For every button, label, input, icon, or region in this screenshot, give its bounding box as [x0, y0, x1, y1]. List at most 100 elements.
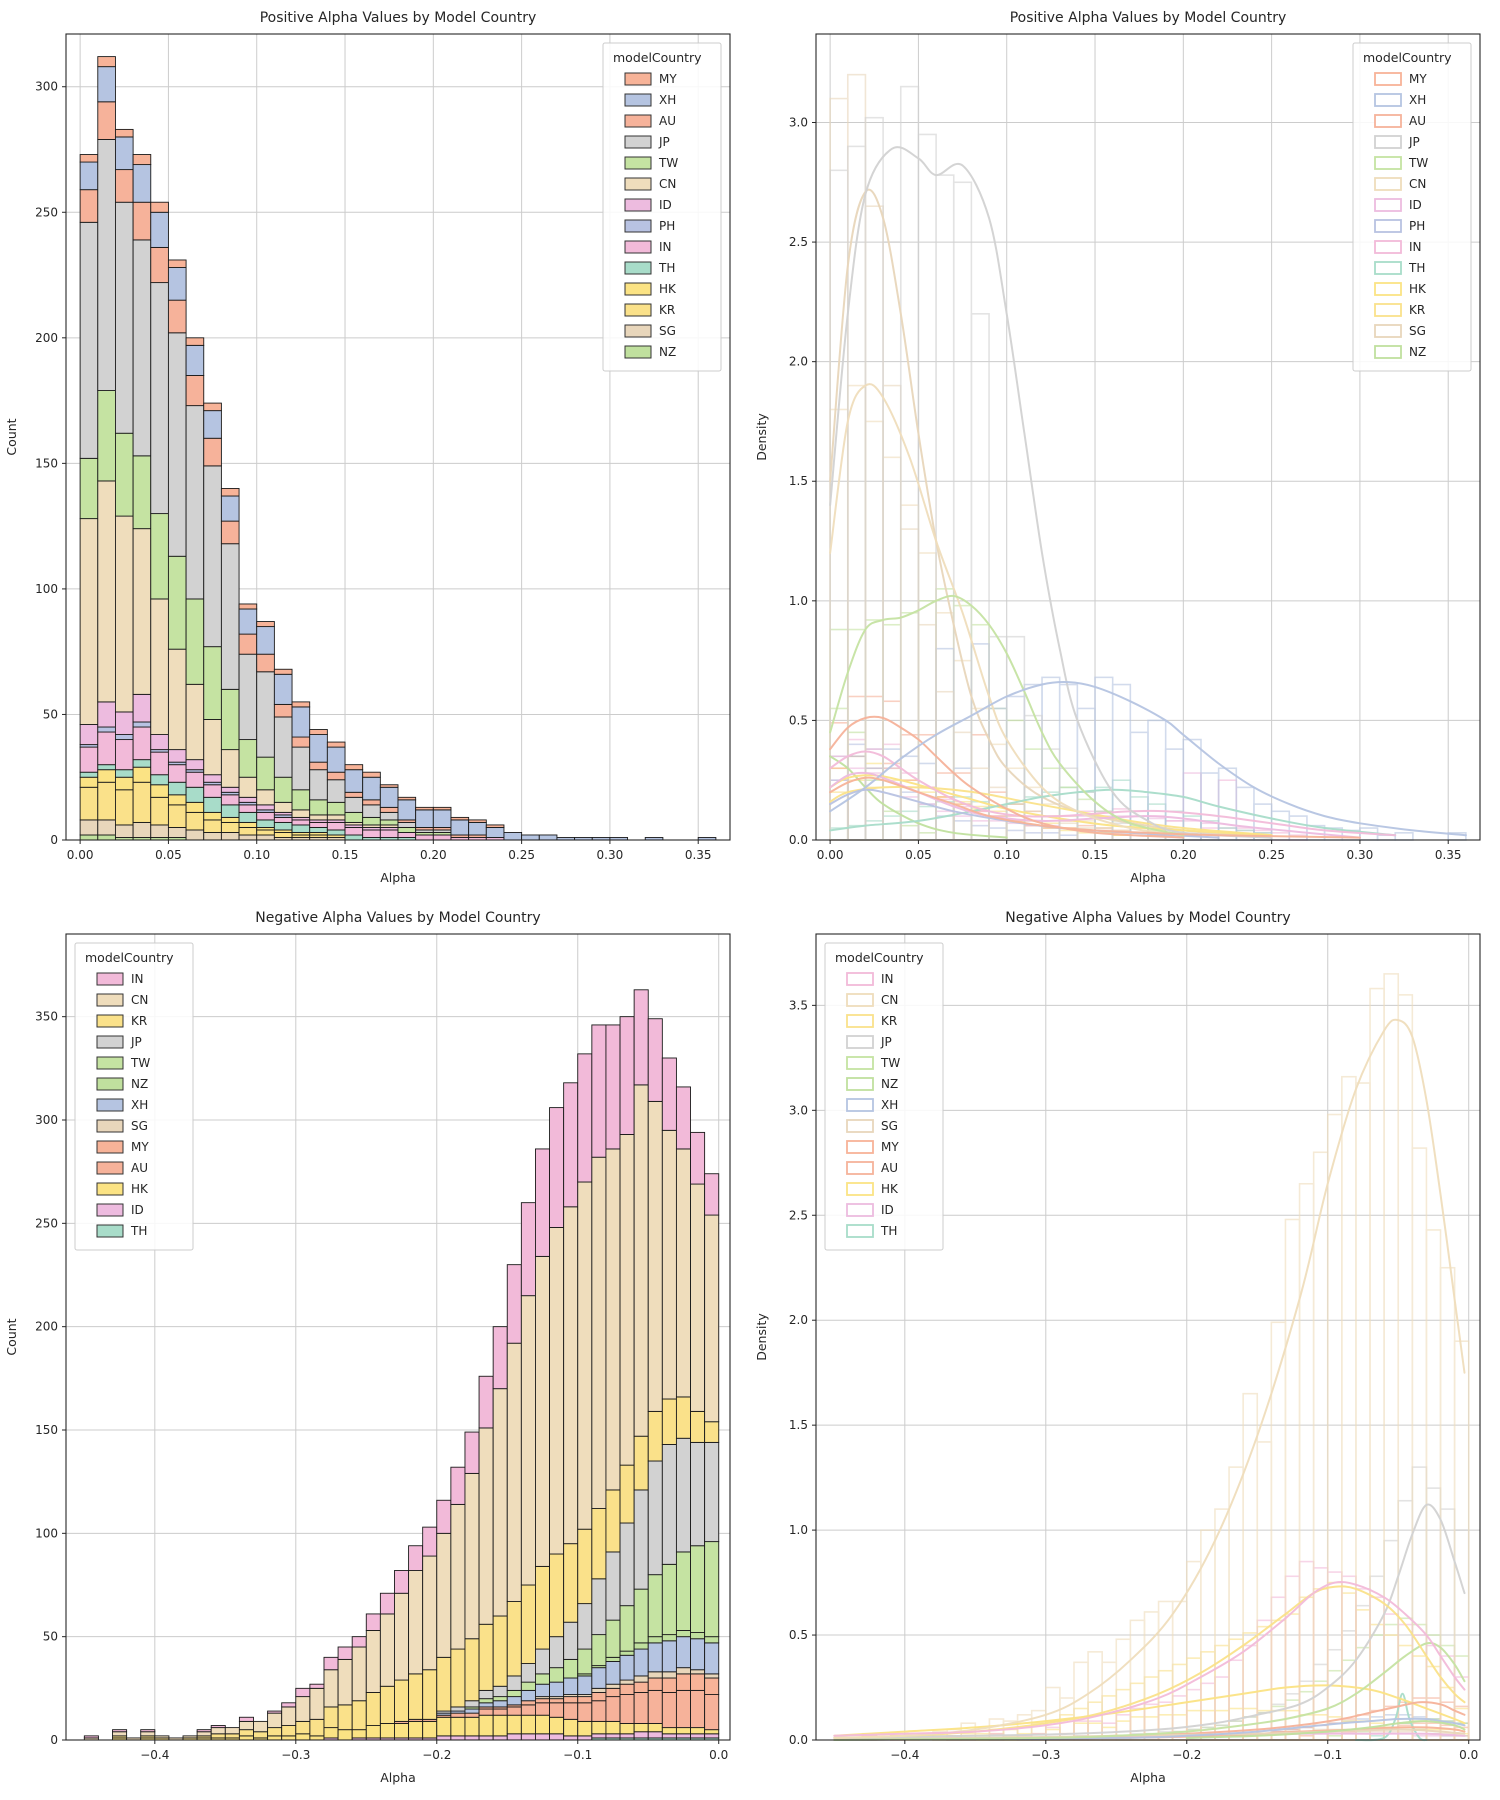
bar-segment-KR	[167, 804, 187, 828]
bar-segment-JP	[379, 811, 399, 821]
legend-label: IN	[659, 240, 672, 254]
bar-segment-IN	[273, 816, 293, 823]
bar-segment-TW	[326, 801, 346, 816]
bar-segment-MY	[238, 603, 258, 610]
bar-segment-HK	[605, 1720, 621, 1735]
bar-segment-TW	[647, 1574, 663, 1638]
bar-segment-XH	[492, 1700, 508, 1708]
legend-item-CN: CN	[624, 177, 676, 191]
bar-segment-IN	[140, 1729, 156, 1733]
bar-segment-CN	[309, 1687, 325, 1720]
y-tick-label: 1.5	[789, 474, 808, 488]
bar-segment-JP	[344, 796, 364, 813]
kde-line-MY	[829, 776, 1361, 839]
bar-segment-HK	[238, 1735, 254, 1741]
legend-item-ID: ID	[846, 1203, 894, 1217]
y-tick-label: 0	[50, 833, 58, 847]
bar-segment-TH	[203, 796, 222, 813]
bar-segment-CN	[506, 1342, 522, 1602]
legend-swatch	[624, 282, 652, 296]
bar-segment-HK	[132, 766, 152, 783]
bar-segment-TW	[633, 1588, 649, 1644]
bar-segment-MY	[167, 259, 187, 268]
kde-line-CN	[833, 1018, 1466, 1739]
bar-segment-TW	[167, 555, 187, 650]
legend-label: KR	[1409, 303, 1425, 317]
bar-segment-AU	[577, 1702, 593, 1722]
bar-segment-JP	[185, 405, 205, 600]
bar-segment-MY	[485, 824, 505, 828]
bar-segment-TH	[114, 769, 134, 778]
bar-segment-HK	[563, 1718, 579, 1737]
bar-segment-CN	[150, 598, 169, 735]
bar-segment-MY	[97, 56, 116, 68]
y-tick-label: 0.5	[789, 1628, 808, 1642]
bar-segment-IN	[397, 832, 417, 838]
bar-segment-HK	[167, 794, 187, 806]
legend-swatch	[1374, 135, 1402, 149]
bar-segment-KR	[203, 819, 222, 833]
y-tick-label: 150	[35, 1423, 58, 1437]
bar-segment-HK	[506, 1714, 522, 1735]
x-tick-label: 0.30	[1347, 848, 1374, 862]
y-tick-label: 3.0	[789, 1103, 808, 1117]
bar-segment-KR	[114, 789, 134, 826]
legend-swatch	[96, 1014, 124, 1028]
legend-label: XH	[131, 1098, 148, 1112]
bar-segment-CN	[379, 1613, 395, 1687]
bar-segment-MY	[203, 402, 222, 412]
y-tick-label: 250	[35, 205, 58, 219]
bar-segment-ID	[535, 1733, 550, 1741]
bar-segment-AU	[256, 653, 275, 673]
kde-line-ID	[829, 771, 1361, 839]
legend-item-XH: XH	[846, 1098, 898, 1112]
y-tick-label: 100	[35, 582, 58, 596]
legend-item-JP: JP	[1374, 135, 1420, 149]
bar-segment-HK	[323, 1727, 339, 1739]
bar-segment-TW	[619, 1605, 635, 1652]
bar-segment-AU	[591, 1700, 607, 1722]
bar-segment-IN	[365, 1613, 381, 1631]
legend-label: HK	[881, 1182, 899, 1196]
legend-swatch	[1374, 324, 1402, 338]
bar-segment-ID	[220, 786, 240, 793]
legend-label: CN	[659, 177, 676, 191]
axes: −0.4 −0.3 −0.2 −0.1 0.0 0 50 100 150 200 250 300 350…	[4, 910, 731, 1785]
bar-segment-KR	[97, 781, 116, 821]
bar-segment-SG	[647, 1671, 663, 1679]
bar-segment-CN	[238, 776, 258, 798]
bar-segment-AU	[132, 201, 152, 241]
axes-spines	[815, 33, 1481, 841]
bar-segment-IN	[112, 1729, 128, 1733]
bar-segment-KR	[220, 821, 240, 833]
bar-segment-HK	[422, 1720, 438, 1739]
bar-segment-XH	[577, 1675, 593, 1695]
bar-segment-AU	[464, 1712, 480, 1718]
bar-segment-IN	[633, 989, 649, 1086]
bar-segment-AU	[492, 1708, 508, 1716]
legend-swatch	[624, 177, 652, 191]
bar-segment-CN	[323, 1669, 339, 1708]
legend-item-AU: AU	[624, 114, 676, 128]
bar-segment-IN	[196, 1729, 212, 1733]
bar-segment-NZ	[619, 1650, 635, 1656]
density-bars-JP	[829, 85, 1167, 841]
bar-segment-HK	[492, 1714, 508, 1737]
bar-segment-XH	[203, 410, 222, 439]
kde-line-IN	[833, 1580, 1466, 1737]
bar-segment-MY	[704, 1677, 720, 1695]
bar-segment-MY	[309, 729, 328, 735]
bar-segment-HK	[365, 1725, 381, 1739]
bar-segment-IN	[408, 1545, 424, 1571]
bar-segment-XH	[549, 1681, 565, 1698]
bar-segment-XH	[485, 826, 505, 838]
legend-label: AU	[881, 1161, 898, 1175]
x-axis-label: Alpha	[1130, 1770, 1166, 1785]
y-tick-label: 150	[35, 456, 58, 470]
y-axis-label: Density	[754, 413, 769, 461]
bar-segment-HK	[408, 1720, 424, 1739]
legend-label: JP	[130, 1035, 142, 1049]
legend-swatch	[624, 72, 652, 86]
bar-segment-XH	[690, 1638, 706, 1671]
bar-segment-JP	[114, 201, 134, 434]
